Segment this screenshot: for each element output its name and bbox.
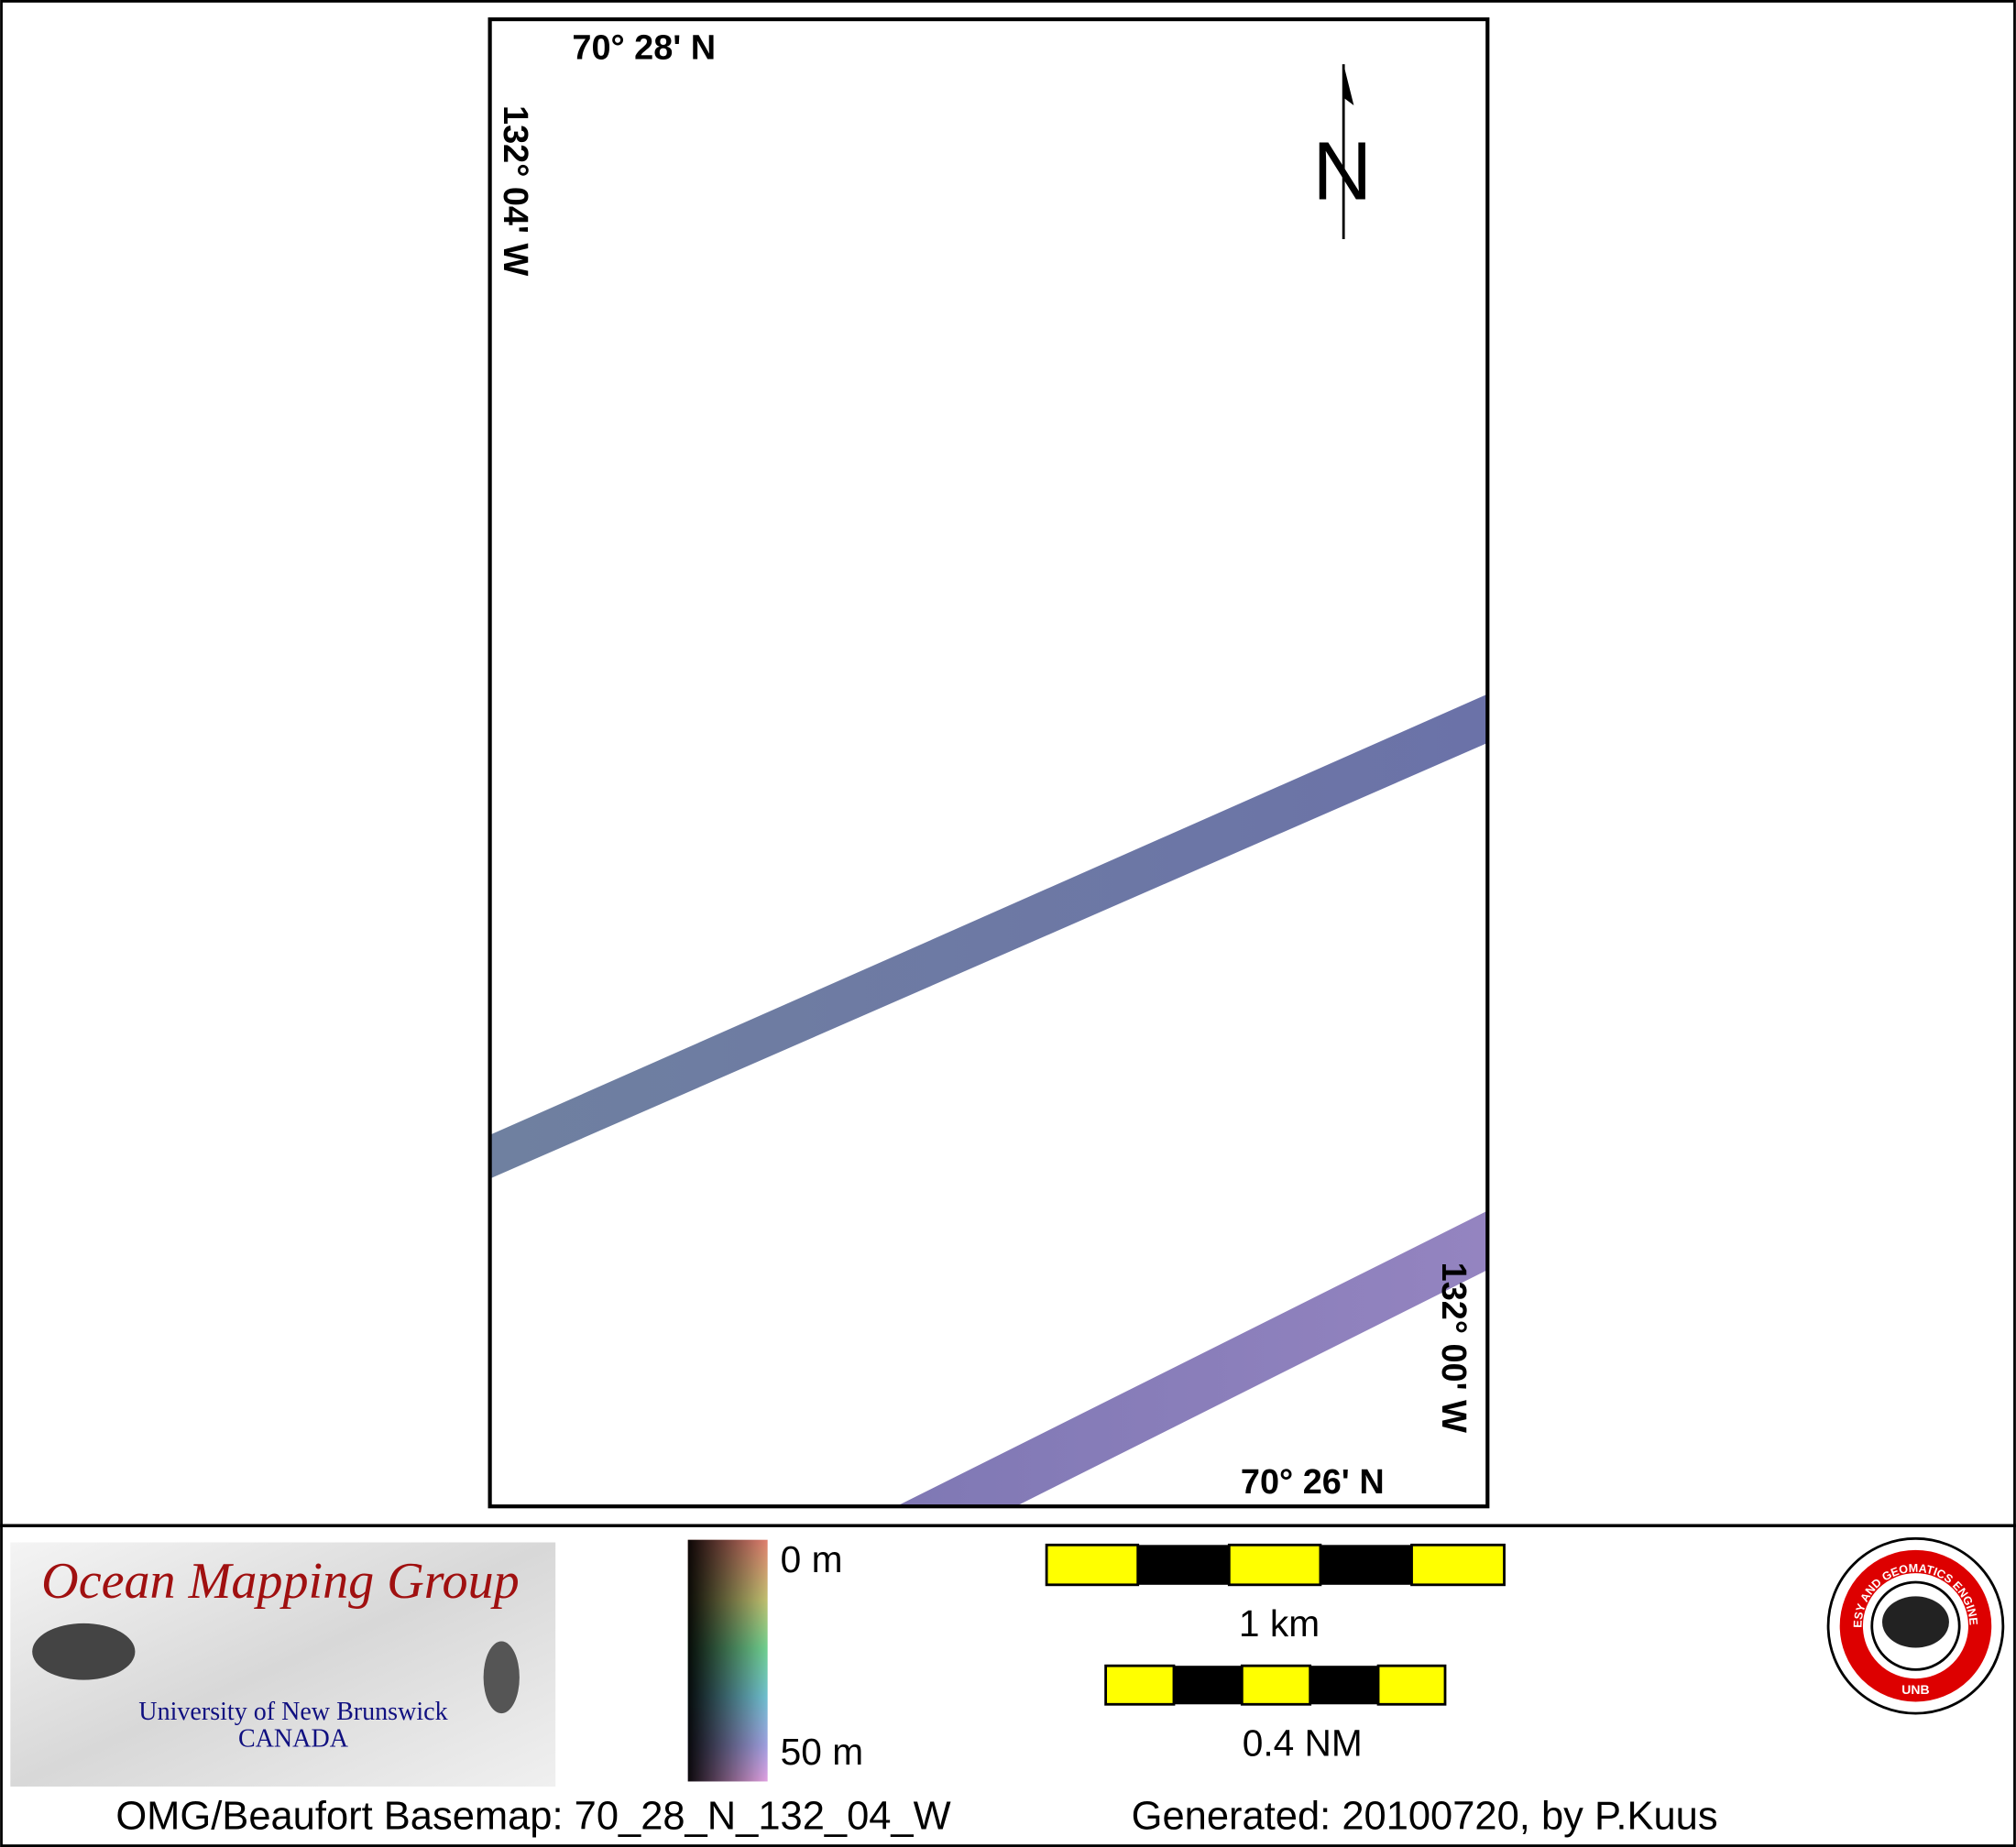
legend-label: 0 m: [781, 1538, 843, 1580]
logo-text: UNB: [1901, 1682, 1929, 1697]
logo-text: University of New Brunswick: [138, 1698, 448, 1726]
scale-label: 1 km: [1239, 1602, 1320, 1645]
survey-swath: [895, 1210, 1488, 1507]
longitude-label: 132° 04' W: [496, 105, 534, 276]
latitude-label: 70° 28' N: [572, 29, 716, 68]
logo-title: Ocean Mapping Group: [41, 1553, 520, 1610]
footer-text: Generated: 20100720, by P.Kuus: [1132, 1794, 1718, 1838]
latitude-label: 70° 26' N: [1241, 1463, 1385, 1502]
map-frame: [488, 16, 1490, 1509]
logo-text: CANADA: [238, 1725, 349, 1754]
omg-logo: Ocean Mapping Group University of New Br…: [10, 1542, 556, 1787]
longitude-label: 132° 00' W: [1434, 1262, 1473, 1433]
scale-bar: [1045, 1543, 1506, 1587]
north-arrow: N: [1312, 64, 1372, 239]
scale-label: 0.4 NM: [1243, 1721, 1363, 1764]
legend-label: 50 m: [781, 1731, 863, 1773]
north-label: N: [1312, 126, 1372, 217]
survey-swath: [489, 694, 1488, 1179]
scale-bar: [1104, 1664, 1447, 1706]
footer-text: OMG/Beaufort Basemap: 70_28_N_132_04_W: [115, 1794, 950, 1838]
depth-colorbar-shade: [687, 1539, 768, 1782]
